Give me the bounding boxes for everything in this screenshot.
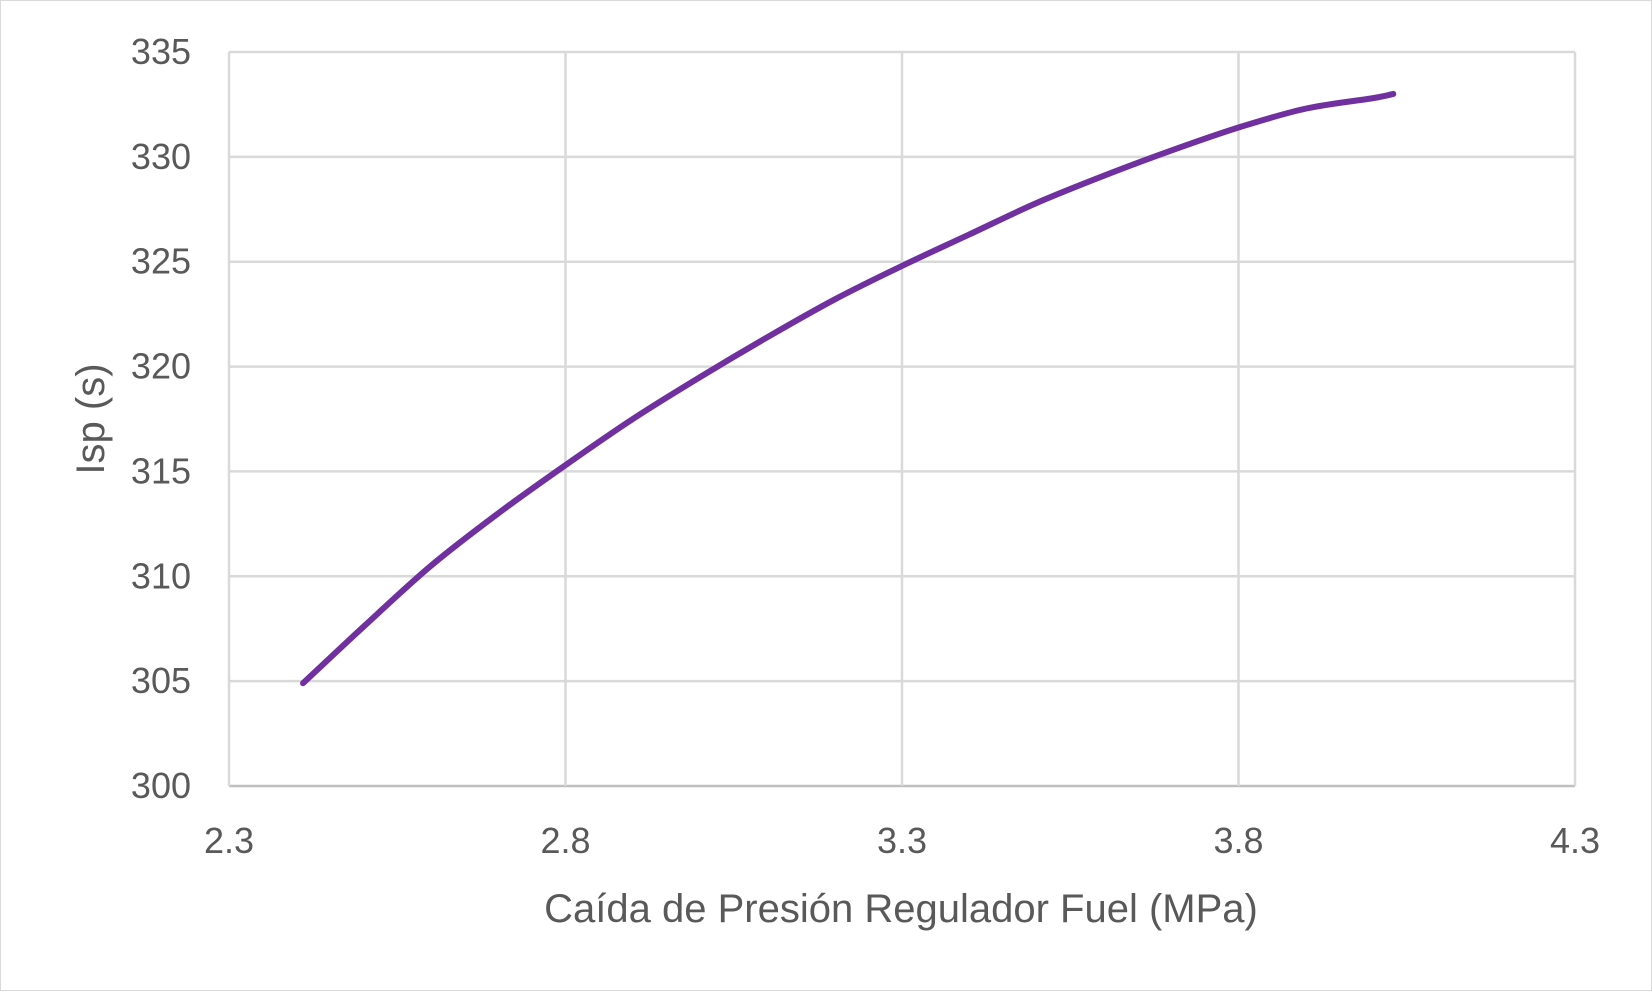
y-tick-label: 305 bbox=[131, 660, 191, 701]
y-tick-label: 335 bbox=[131, 31, 191, 72]
y-tick-label: 330 bbox=[131, 136, 191, 177]
y-tick-label: 315 bbox=[131, 450, 191, 491]
x-tick-label: 2.3 bbox=[204, 820, 254, 861]
y-tick-label: 310 bbox=[131, 555, 191, 596]
grid bbox=[227, 50, 1577, 788]
y-tick-label: 300 bbox=[131, 765, 191, 806]
x-tick-label: 4.3 bbox=[1550, 820, 1600, 861]
series-layer bbox=[300, 90, 1397, 687]
x-axis-ticks: 2.3 2.8 3.3 3.8 4.3 bbox=[204, 820, 1600, 861]
x-axis-title: Caída de Presión Regulador Fuel (MPa) bbox=[544, 887, 1258, 931]
y-tick-label: 320 bbox=[131, 346, 191, 387]
x-tick-label: 2.8 bbox=[540, 820, 590, 861]
y-axis-ticks: 300 305 310 315 320 325 330 335 bbox=[131, 31, 191, 806]
y-tick-label: 325 bbox=[131, 241, 191, 282]
x-tick-label: 3.3 bbox=[877, 820, 927, 861]
x-tick-label: 3.8 bbox=[1213, 820, 1263, 861]
y-axis-title: Isp (s) bbox=[69, 363, 113, 474]
series-line-0 bbox=[300, 90, 1397, 687]
